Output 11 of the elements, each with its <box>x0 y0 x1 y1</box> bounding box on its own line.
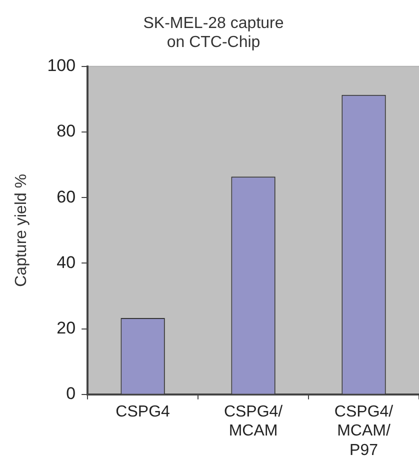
y-tick-label: 0 <box>66 384 76 404</box>
x-tick-label: CSPG4 <box>116 403 170 420</box>
y-tick-label: 80 <box>56 122 76 141</box>
y-tick-label: 40 <box>56 252 76 272</box>
chart-title: SK-MEL-28 capture on CTC-Chip <box>143 15 284 52</box>
y-tick-label: 100 <box>47 56 76 76</box>
y-axis-title: Capture yield % <box>13 174 30 287</box>
x-tick-label: CSPG4/MCAM <box>224 403 284 440</box>
y-tick-label: 60 <box>56 187 76 206</box>
y-tick-label: 20 <box>56 318 76 338</box>
x-tick-label: CSPG4/MCAM/P97 <box>334 403 394 459</box>
